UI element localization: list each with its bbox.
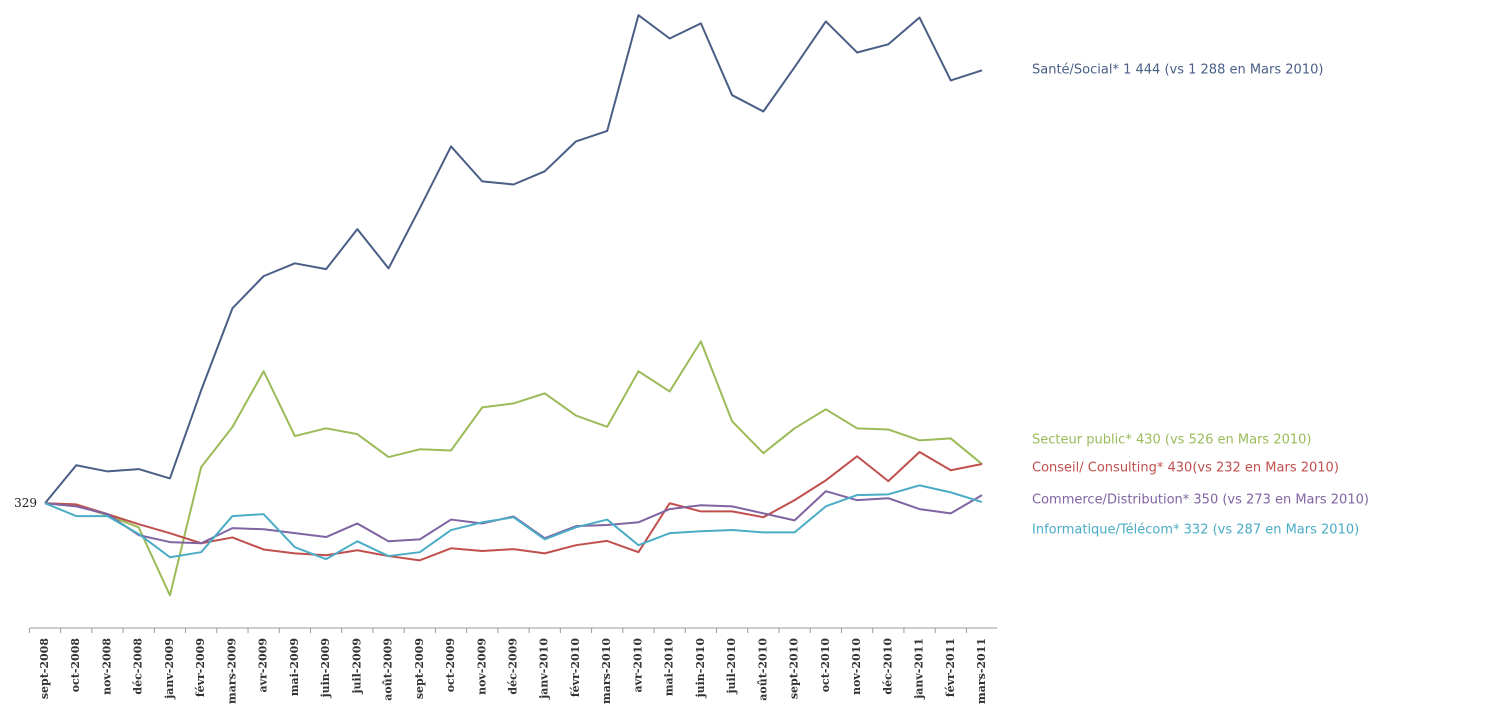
- x-tick-label: avr-2009: [257, 638, 270, 693]
- x-tick-label: févr-2011: [944, 638, 957, 697]
- x-tick-label: juil-2010: [725, 638, 738, 695]
- x-tick-label: févr-2009: [194, 638, 207, 697]
- y-tick-label: 329: [14, 496, 37, 510]
- x-tick-label: mai-2009: [288, 638, 301, 696]
- x-tick-label: nov-2008: [100, 638, 113, 695]
- series-line: [44, 484, 983, 561]
- x-tick-label: nov-2009: [475, 638, 488, 695]
- series-label: Conseil/ Consulting* 430(vs 232 en Mars …: [1032, 461, 1339, 476]
- series-label: Santé/Social* 1 444 (vs 1 288 en Mars 20…: [1032, 63, 1323, 78]
- x-tick-label: mai-2010: [663, 638, 676, 696]
- series-label: Commerce/Distribution* 350 (vs 273 en Ma…: [1032, 493, 1369, 508]
- x-tick-label: juin-2009: [319, 638, 332, 698]
- x-tick-label: janv-2011: [913, 638, 926, 700]
- x-tick-label: sept-2008: [38, 638, 51, 699]
- x-tick-label: juil-2009: [350, 638, 363, 695]
- x-tick-label: oct-2009: [444, 638, 457, 692]
- x-tick-label: janv-2009: [163, 638, 176, 700]
- series-label: Informatique/Télécom* 332 (vs 287 en Mar…: [1032, 523, 1359, 538]
- x-tick-label: août-2009: [382, 638, 395, 701]
- x-tick-label: avr-2010: [631, 638, 644, 693]
- series-line: [44, 340, 983, 597]
- x-tick-label: déc-2009: [507, 638, 520, 695]
- x-tick-label: janv-2010: [538, 638, 551, 700]
- x-tick-label: févr-2010: [569, 638, 582, 697]
- x-tick-label: déc-2010: [881, 638, 894, 695]
- x-tick-label: août-2010: [756, 638, 769, 701]
- series-line: [44, 451, 983, 562]
- x-tick-label: nov-2010: [850, 638, 863, 695]
- x-tick-label: sept-2010: [788, 638, 801, 699]
- x-tick-label: mars-2010: [600, 638, 613, 704]
- series-label: Secteur public* 430 (vs 526 en Mars 2010…: [1032, 433, 1311, 448]
- x-tick-label: sept-2009: [413, 638, 426, 699]
- x-tick-label: oct-2008: [69, 638, 82, 693]
- x-tick-label: déc-2008: [132, 638, 145, 695]
- x-tick-label: oct-2010: [819, 638, 832, 693]
- series-line: [44, 14, 983, 504]
- x-tick-label: juin-2010: [694, 638, 707, 699]
- x-tick-label: mars-2011: [975, 638, 988, 704]
- x-tick-label: mars-2009: [225, 638, 238, 704]
